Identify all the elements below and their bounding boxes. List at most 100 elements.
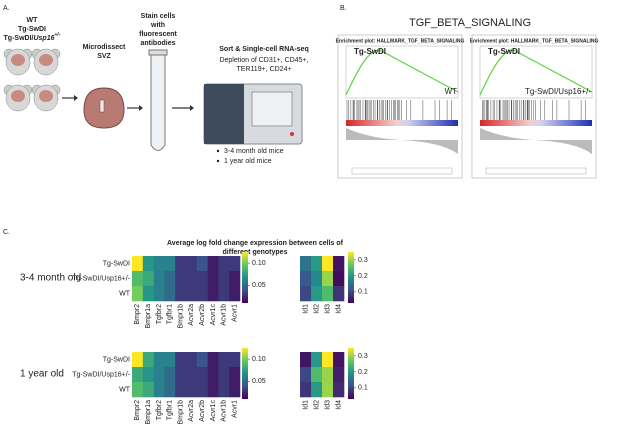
heatmap-cell (322, 352, 334, 368)
curve-area (479, 45, 593, 99)
panel-title: Average log fold change expression betwe… (167, 240, 344, 247)
genotype: Tg-SwDI/Usp16+/- (4, 32, 61, 42)
heatmap-cell (333, 352, 345, 368)
rank-bar (346, 120, 458, 126)
heatmap-cell (218, 367, 230, 383)
legend-box (485, 167, 587, 175)
heatmap-cell (164, 256, 176, 272)
svz (99, 99, 105, 113)
column-label: Id2 (313, 400, 320, 410)
column-label: Acvr2b (199, 400, 206, 422)
panel-title: TGF_BETA_SIGNALING (409, 17, 531, 29)
heatmap-cell (311, 286, 323, 302)
mouse-brain (11, 90, 25, 102)
heatmap-cell (164, 271, 176, 287)
heatmap-cell (311, 352, 323, 368)
step-label: Stain cells (141, 13, 176, 20)
column-label: Acvr1c (210, 304, 217, 326)
heatmap-cell (207, 271, 219, 287)
heatmap-cell (175, 271, 187, 287)
column-label: Tgfbr1 (167, 304, 174, 324)
column-label: Bmpr1b (177, 400, 184, 425)
sorter-light (290, 132, 294, 136)
bullet-text: 3-4 month old mice (224, 148, 284, 155)
bullet (216, 149, 220, 153)
heatmap-cell (175, 367, 187, 383)
enrichment-curve (345, 49, 459, 96)
genotype: WT (27, 17, 39, 24)
step-label: antibodies (140, 40, 175, 47)
plot-title: Enrichment plot: HALLMARK_TGF_BETA_SIGNA… (470, 38, 599, 44)
heatmap-cell (142, 256, 154, 272)
heatmap-cell (218, 271, 230, 287)
row-label: Tg-SwDI/Usp16+/- (72, 371, 130, 378)
panel-c: C. Average log fold change expression be… (3, 229, 368, 425)
step-label: Sort & Single-cell RNA-seq (219, 46, 308, 53)
heatmap-cell (311, 367, 323, 383)
column-label: Id3 (324, 304, 331, 314)
column-label: Acvr1 (231, 304, 238, 322)
heatmap-cell (311, 256, 323, 272)
column-label: Bmpr1b (177, 304, 184, 329)
tube-cap (148, 49, 168, 56)
heatmap-cell (229, 271, 241, 287)
heatmap-cell (207, 352, 219, 368)
colorbar-tick-label: 0.1 (358, 289, 368, 296)
heatmap-cell (132, 256, 144, 272)
heatmap-cell (186, 286, 198, 302)
heatmap-cell (196, 271, 208, 287)
block-label: 1 year old (20, 369, 64, 380)
heatmap-cell (196, 367, 208, 383)
heatmap-cell (207, 382, 219, 398)
sorter-panel (204, 84, 244, 144)
heatmap-cell (322, 256, 334, 272)
column-label: Bmpr2 (134, 400, 141, 421)
panel-label: B. (340, 5, 347, 12)
heatmap-cell (186, 367, 198, 383)
plot-frame (337, 34, 463, 179)
plot-title: Enrichment plot: HALLMARK_TGF_BETA_SIGNA… (336, 38, 465, 44)
mouse-brain (11, 54, 25, 66)
heatmap-cell (132, 352, 144, 368)
plot-label: Tg-SwDI (354, 47, 386, 56)
heatmap-cell (322, 271, 334, 287)
heatmap-cell (175, 256, 187, 272)
step-label: Microdissect (83, 44, 126, 51)
heatmap-cell (333, 271, 345, 287)
column-label: Acvr2a (188, 400, 195, 422)
colorbar-tick-label: 0.05 (252, 378, 266, 385)
panel-label: C. (3, 229, 10, 236)
panel-b: B. TGF_BETA_SIGNALING Enrichment plot: H… (336, 5, 599, 179)
column-label: Acvr1b (221, 400, 228, 422)
heatmap-cell (164, 286, 176, 302)
heatmap-cell (207, 286, 219, 302)
heatmap-cell (142, 271, 154, 287)
heatmap-cell (132, 367, 144, 383)
heatmap-cell (300, 367, 312, 383)
colorbar-tick-label: 0.1 (358, 385, 368, 392)
rank-metric (346, 128, 458, 154)
heatmap-cell (300, 256, 312, 272)
heatmap-cell (300, 352, 312, 368)
colorbar-tick-label: 0.3 (358, 353, 368, 360)
tube (150, 51, 166, 151)
plot-label: Tg-SwDI (488, 47, 520, 56)
gsea-plots: Enrichment plot: HALLMARK_TGF_BETA_SIGNA… (336, 34, 599, 179)
colorbar-tick-label: 0.3 (358, 257, 368, 264)
genotype: Tg-SwDI (18, 26, 46, 33)
heatmap-cell (186, 271, 198, 287)
colorbar (348, 252, 354, 303)
heatmap-cell (229, 382, 241, 398)
heatmap-cell (229, 286, 241, 302)
panel-a: A. WT Tg-SwDI Tg-SwDI/Usp16+/- Microdiss… (3, 5, 309, 165)
heatmap-cell (333, 382, 345, 398)
heatmap-cell (175, 286, 187, 302)
mouse-brain (39, 54, 53, 66)
heatmap-cell (132, 382, 144, 398)
heatmap-cell (196, 382, 208, 398)
step-text: TER119+, CD24+ (236, 66, 291, 73)
heatmap-cell (218, 286, 230, 302)
column-label: Bmpr2 (134, 304, 141, 325)
row-label: WT (119, 386, 131, 393)
